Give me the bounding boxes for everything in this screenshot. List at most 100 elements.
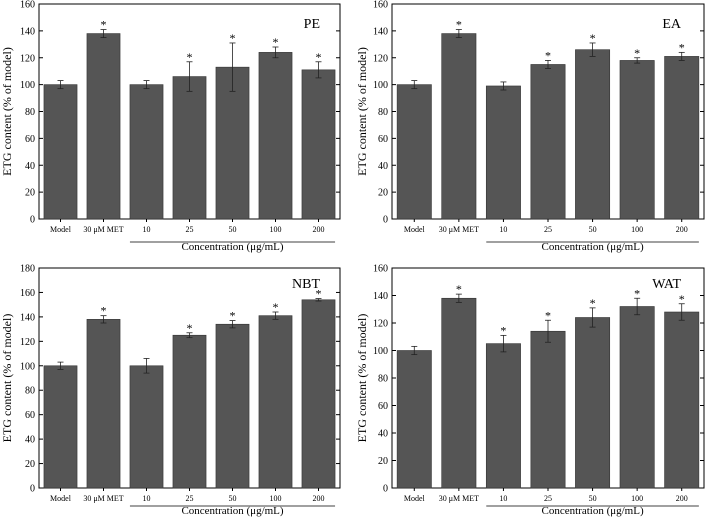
y-tick-label: 160 bbox=[373, 264, 388, 275]
bar bbox=[485, 85, 521, 220]
bar bbox=[215, 66, 250, 220]
y-tick-label: 40 bbox=[25, 435, 35, 446]
bar bbox=[129, 365, 164, 489]
significance-marker: * bbox=[273, 300, 279, 314]
y-tick-label: 0 bbox=[30, 215, 35, 226]
bar bbox=[530, 64, 566, 220]
category-label: 10 bbox=[143, 225, 151, 234]
x-axis-label: Concentration (μg/mL) bbox=[181, 241, 283, 253]
y-tick-label: 160 bbox=[20, 288, 35, 299]
chart-panel-ea: 0 20 40 60 80 100 120 140 160 Model * 30 μM MET 10 * 2… bbox=[355, 0, 705, 253]
category-label: 50 bbox=[229, 225, 237, 234]
y-tick-label: 60 bbox=[378, 401, 388, 412]
y-tick-label: 140 bbox=[20, 26, 35, 37]
panel-label: WAT bbox=[652, 277, 681, 292]
y-tick-label: 40 bbox=[25, 161, 35, 172]
y-tick-label: 0 bbox=[383, 484, 388, 495]
y-axis-label: ETG content (% of model) bbox=[355, 314, 369, 443]
significance-marker: * bbox=[634, 286, 640, 300]
y-tick-label: 80 bbox=[25, 386, 35, 397]
x-axis-label: Concentration (μg/mL) bbox=[542, 241, 644, 253]
category-label: 10 bbox=[499, 225, 507, 234]
bar bbox=[129, 84, 164, 220]
category-label: 200 bbox=[676, 494, 688, 503]
y-tick-label: 120 bbox=[373, 319, 388, 330]
significance-marker: * bbox=[273, 35, 279, 49]
y-tick-label: 80 bbox=[378, 107, 388, 118]
significance-marker: * bbox=[545, 308, 551, 322]
y-axis-label: ETG content (% of model) bbox=[355, 47, 369, 176]
category-label: 30 μM MET bbox=[439, 225, 479, 234]
y-tick-label: 20 bbox=[378, 456, 388, 467]
category-label: Model bbox=[404, 494, 426, 503]
y-tick-label: 100 bbox=[373, 80, 388, 91]
bar bbox=[575, 317, 611, 489]
y-tick-label: 120 bbox=[20, 337, 35, 348]
category-label: 200 bbox=[676, 225, 688, 234]
bar bbox=[396, 84, 432, 220]
bar bbox=[258, 315, 293, 489]
chart-panel-nbt: 0 20 40 60 80 100 120 140 160 180 Model * 30 μM MET 1… bbox=[0, 264, 341, 517]
significance-marker: * bbox=[187, 50, 193, 64]
category-label: 30 μM MET bbox=[83, 225, 123, 234]
category-label: 25 bbox=[186, 494, 194, 503]
category-label: 100 bbox=[631, 225, 643, 234]
category-label: 10 bbox=[499, 494, 507, 503]
category-label: 100 bbox=[631, 494, 643, 503]
significance-marker: * bbox=[590, 31, 596, 45]
y-tick-label: 0 bbox=[383, 215, 388, 226]
y-tick-label: 100 bbox=[20, 80, 35, 91]
bar bbox=[215, 323, 250, 489]
significance-marker: * bbox=[679, 292, 685, 306]
panel-label: PE bbox=[304, 17, 320, 32]
category-label: 50 bbox=[589, 225, 597, 234]
significance-marker: * bbox=[101, 18, 107, 32]
significance-marker: * bbox=[230, 31, 236, 45]
y-tick-label: 60 bbox=[25, 410, 35, 421]
y-tick-label: 0 bbox=[30, 484, 35, 495]
panel-label: NBT bbox=[292, 277, 320, 292]
bar bbox=[172, 334, 207, 489]
category-label: Model bbox=[50, 225, 72, 234]
chart-panel-wat: 0 20 40 60 80 100 120 140 160 Model * 30 μM MET * 10 *… bbox=[355, 264, 705, 517]
bar bbox=[575, 49, 611, 220]
y-tick-label: 80 bbox=[25, 107, 35, 118]
bar bbox=[619, 60, 655, 220]
bar bbox=[396, 350, 432, 489]
x-axis-label: Concentration (μg/mL) bbox=[181, 505, 283, 517]
y-tick-label: 20 bbox=[25, 459, 35, 470]
y-tick-label: 100 bbox=[20, 361, 35, 372]
bar bbox=[301, 69, 336, 220]
category-label: 100 bbox=[270, 494, 282, 503]
significance-marker: * bbox=[456, 18, 462, 32]
y-tick-label: 140 bbox=[373, 291, 388, 302]
category-label: 25 bbox=[544, 225, 552, 234]
bar bbox=[43, 365, 78, 489]
y-tick-label: 160 bbox=[20, 0, 35, 11]
bar bbox=[86, 33, 121, 220]
y-tick-label: 120 bbox=[373, 53, 388, 64]
y-axis-label: ETG content (% of model) bbox=[0, 47, 14, 176]
x-axis-label: Concentration (μg/mL) bbox=[542, 505, 644, 517]
y-tick-label: 180 bbox=[20, 264, 35, 275]
bar bbox=[172, 76, 207, 220]
y-tick-label: 140 bbox=[20, 312, 35, 323]
category-label: 200 bbox=[313, 225, 325, 234]
panel-label: EA bbox=[662, 17, 682, 32]
significance-marker: * bbox=[545, 48, 551, 62]
bar bbox=[258, 52, 293, 220]
category-label: 50 bbox=[589, 494, 597, 503]
bar bbox=[301, 299, 336, 489]
y-tick-label: 40 bbox=[378, 429, 388, 440]
significance-marker: * bbox=[500, 323, 506, 337]
significance-marker: * bbox=[634, 46, 640, 60]
significance-marker: * bbox=[316, 287, 322, 301]
bar bbox=[485, 343, 521, 489]
significance-marker: * bbox=[230, 309, 236, 323]
bar bbox=[530, 330, 566, 489]
y-tick-label: 60 bbox=[25, 134, 35, 145]
y-tick-label: 120 bbox=[20, 53, 35, 64]
y-tick-label: 100 bbox=[373, 346, 388, 357]
significance-marker: * bbox=[456, 282, 462, 296]
significance-marker: * bbox=[679, 40, 685, 54]
